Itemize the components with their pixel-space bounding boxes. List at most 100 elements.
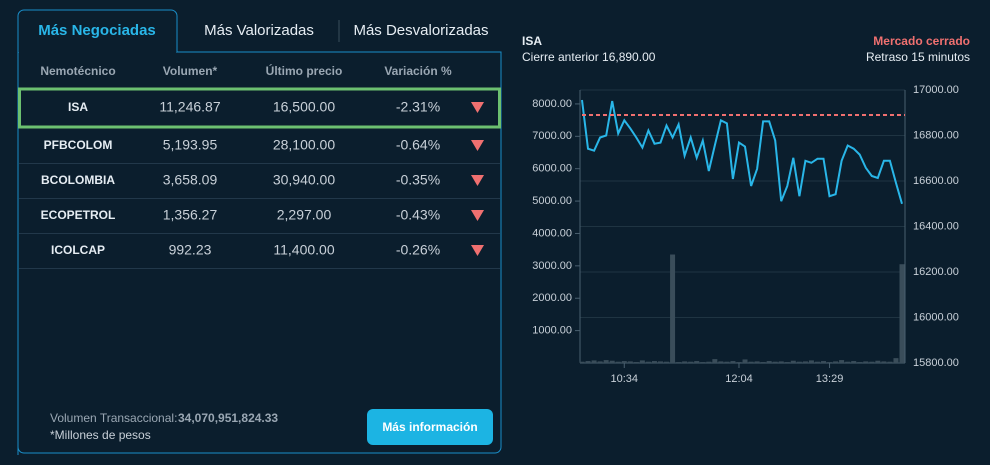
volume-bar (633, 362, 639, 363)
panel (17, 51, 502, 455)
volume-bar (688, 361, 694, 363)
volume-bar (694, 361, 700, 363)
cell: 992.23 (169, 242, 212, 258)
volume-bar (724, 361, 730, 363)
column-header: Nemotécnico (40, 64, 115, 78)
volume-bar (645, 361, 651, 363)
volume-bar (597, 361, 603, 363)
more-info-button[interactable] (367, 409, 493, 445)
y2-tick-label: 16200.00 (913, 266, 959, 278)
volume-bar (730, 361, 736, 363)
ticker: ICOLCAP (51, 243, 105, 257)
market-status: Mercado cerrado (873, 34, 970, 48)
y2-tick-label: 16000.00 (913, 311, 959, 323)
volume-bar (651, 361, 657, 363)
down-arrow (471, 210, 484, 221)
volume-bar (857, 362, 863, 363)
button-label[interactable]: Más información (382, 420, 477, 434)
volume-bar (827, 362, 833, 363)
chart-title: ISA (522, 34, 542, 48)
y-tick-label: 6000.00 (532, 163, 572, 175)
delay: Retraso 15 minutos (866, 50, 970, 64)
volume-bar (790, 360, 796, 363)
cell: -0.35% (396, 172, 440, 188)
column-header: Variación % (384, 64, 452, 78)
volume-bar (887, 361, 893, 363)
volume-label: Volumen Transaccional: (50, 411, 177, 425)
volume-bar (875, 360, 881, 363)
volume-bar (863, 361, 869, 363)
cell: -2.31% (396, 99, 440, 115)
price-line (581, 99, 903, 205)
volume-bar (700, 362, 706, 363)
volume-bar (839, 360, 845, 363)
y-tick-label: 3000.00 (532, 260, 572, 272)
column-header: Volumen* (163, 64, 218, 78)
tab[interactable]: Más Negociadas (38, 22, 156, 39)
volume-bar (754, 361, 760, 363)
down-arrow (471, 175, 484, 186)
x-tick-label: 10:34 (610, 373, 638, 385)
volume-value: 34,070,951,824.33 (178, 411, 278, 425)
y-tick-label: 1000.00 (532, 325, 572, 337)
ticker: ECOPETROL (41, 208, 116, 222)
y-tick-label: 5000.00 (532, 195, 572, 207)
volume-bar (814, 361, 820, 363)
cell: 3,658.09 (163, 172, 218, 188)
volume-bar (736, 362, 742, 363)
cell: 28,100.00 (273, 137, 335, 153)
cell: 30,940.00 (273, 172, 335, 188)
volume-bar (893, 358, 899, 363)
cell: -0.26% (396, 242, 440, 258)
volume-bar (851, 361, 857, 363)
cell: 11,400.00 (273, 242, 334, 258)
table: Nemotécnico Volumen* Último precio Variació… (18, 63, 501, 269)
volume-bar (899, 264, 905, 363)
volume-bar (748, 361, 754, 363)
volume-bar (706, 361, 712, 363)
cell: 11,246.87 (159, 99, 220, 115)
y2-tick-label: 16600.00 (913, 175, 959, 187)
volume-bar (603, 360, 609, 363)
volume-bar (609, 360, 615, 363)
y-tick-label: 8000.00 (532, 98, 572, 110)
y-tick-label: 7000.00 (532, 130, 572, 142)
x-tick-label: 13:29 (816, 373, 844, 385)
tab[interactable]: Más Valorizadas (204, 22, 314, 39)
ticker: BCOLOMBIA (41, 173, 115, 187)
volume-bar (682, 361, 688, 363)
volume-bar (742, 359, 748, 363)
volume-bar (621, 361, 627, 363)
note: *Millones de pesos (50, 428, 151, 442)
tab[interactable]: Más Desvalorizadas (353, 22, 488, 39)
chart-subtitle: Cierre anterior 16,890.00 (522, 50, 656, 64)
volume-bar (676, 362, 682, 363)
volume-bar (881, 361, 887, 363)
cell: 5,193.95 (163, 137, 218, 153)
active-tab[interactable] (17, 9, 178, 52)
cell: -0.64% (396, 137, 440, 153)
volume-bar (718, 361, 724, 363)
volume-bar (766, 361, 772, 363)
y-tick-label: 4000.00 (532, 227, 572, 239)
y2-tick-label: 16400.00 (913, 220, 959, 232)
volume-bar (712, 359, 718, 363)
down-arrow (471, 102, 484, 113)
volume-bar (802, 361, 808, 363)
ticker: ISA (68, 100, 88, 114)
y2-tick-label: 15800.00 (913, 357, 959, 369)
cell: -0.43% (396, 207, 440, 223)
volume-bar (833, 361, 839, 363)
cell: 1,356.27 (163, 207, 218, 223)
volume-bar (639, 360, 645, 363)
volume-bar (615, 361, 621, 363)
y-tick-label: 2000.00 (532, 292, 572, 304)
chart: 1000.00 2000.00 3000.00 4000.00 5000.00 6000.… (532, 84, 959, 385)
volume-bar (845, 361, 851, 363)
y2-tick-label: 16800.00 (913, 129, 959, 141)
down-arrow (471, 140, 484, 151)
volume-bar (664, 361, 670, 363)
volume-bar (772, 361, 778, 363)
